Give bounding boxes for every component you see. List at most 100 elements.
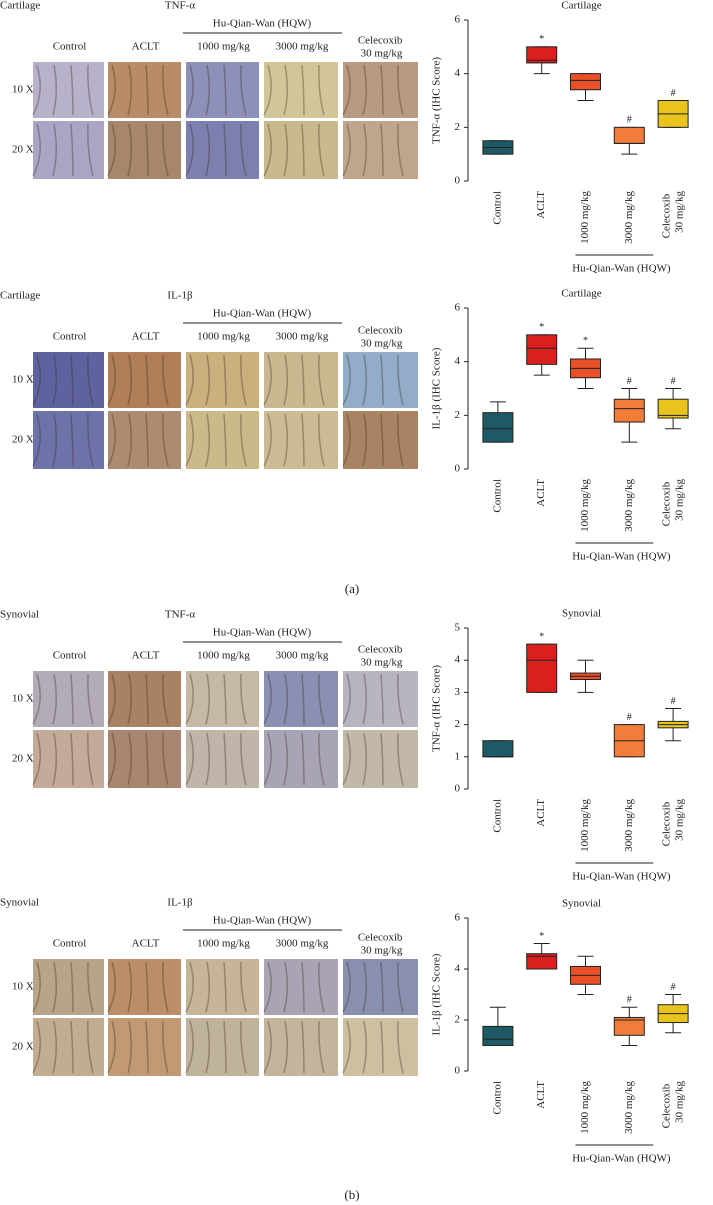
y-tick-label: 0 <box>455 463 461 475</box>
histology-image <box>343 959 418 1015</box>
tissue-texture <box>52 354 57 406</box>
tissue-texture <box>380 64 384 116</box>
row-label: 20 X <box>12 434 34 446</box>
tissue-texture <box>263 64 272 116</box>
histology-image <box>33 352 104 408</box>
tissue-texture <box>397 64 404 116</box>
tissue-texture <box>301 354 305 406</box>
y-tick-label: 4 <box>455 67 461 79</box>
chart-title: Synovial <box>562 608 601 620</box>
column-label: Celecoxib 30 mg/kg <box>358 324 405 349</box>
column-label: Control <box>53 331 87 343</box>
column-label: ACLT <box>132 331 160 343</box>
x-tick-label: 3000 mg/kg <box>623 191 635 244</box>
column-label: Celecoxib 30 mg/kg <box>358 34 405 59</box>
tissue-texture <box>223 354 227 406</box>
tissue-texture <box>87 64 94 116</box>
tissue-texture <box>318 673 325 725</box>
tissue-texture <box>223 961 227 1013</box>
tissue-texture <box>263 123 272 177</box>
column-label: 1000 mg/kg <box>197 938 250 950</box>
column-label: ACLT <box>132 41 160 53</box>
tissue-texture <box>87 1020 94 1074</box>
tissue-texture <box>205 413 210 467</box>
tissue-texture <box>380 673 384 725</box>
box <box>482 740 514 758</box>
y-tick-label: 0 <box>455 175 461 187</box>
x-tick-label: 3000 mg/kg <box>623 799 635 852</box>
x-tick-label: Control <box>491 479 503 513</box>
tissue-texture <box>263 673 272 725</box>
tissue-texture <box>223 413 227 467</box>
tissue-texture <box>362 413 367 467</box>
tissue-texture <box>127 354 132 406</box>
tissue-texture <box>283 1020 288 1074</box>
tissue-texture <box>107 123 116 177</box>
tissue-texture <box>127 413 132 467</box>
tissue-texture <box>283 123 288 177</box>
tissue-texture <box>162 123 169 177</box>
figure-label: (b) <box>344 1187 359 1202</box>
tissue-texture <box>70 1020 74 1074</box>
row-label: 10 X <box>12 981 34 993</box>
tissue-texture <box>127 732 132 786</box>
histology-image <box>343 671 418 727</box>
significance-marker: # <box>627 376 632 387</box>
box <box>613 126 645 144</box>
tissue-texture <box>223 64 227 116</box>
y-tick-label: 2 <box>455 121 461 133</box>
column-label: 3000 mg/kg <box>276 650 329 662</box>
histology-image <box>108 730 181 788</box>
y-tick-label: 2 <box>455 1014 461 1026</box>
chart-title: Cartilage <box>561 288 601 300</box>
tissue-texture <box>205 1020 210 1074</box>
tissue-texture <box>32 64 41 116</box>
tissue-texture <box>362 673 367 725</box>
column-label: Control <box>53 41 87 53</box>
tissue-texture <box>70 673 74 725</box>
tissue-texture <box>318 354 325 406</box>
histology-image <box>33 121 104 179</box>
tissue-texture <box>301 413 305 467</box>
tissue-texture <box>145 413 149 467</box>
row-label: 20 X <box>12 753 34 765</box>
histology-image <box>264 62 338 118</box>
tissue-texture <box>380 732 384 786</box>
histology-image <box>33 411 104 469</box>
tissue-texture <box>185 64 194 116</box>
row-label: 10 X <box>12 693 34 705</box>
tissue-texture <box>70 123 74 177</box>
tissue-texture <box>380 413 384 467</box>
significance-marker: # <box>671 696 676 707</box>
tissue-texture <box>380 123 384 177</box>
tissue-texture <box>185 354 194 406</box>
tissue-texture <box>223 732 227 786</box>
tissue-texture <box>127 64 132 116</box>
x-tick-label: 1000 mg/kg <box>579 1081 591 1134</box>
y-axis-label: TNF-α (IHC Score) <box>431 665 443 752</box>
tissue-texture <box>32 354 41 406</box>
x-tick-label: 1000 mg/kg <box>579 191 591 244</box>
histology-image <box>186 959 259 1015</box>
panel-section: Synovial <box>0 609 39 621</box>
panel-marker: IL-1β <box>167 290 193 302</box>
x-tick-label: Control <box>491 799 503 833</box>
tissue-texture <box>240 354 247 406</box>
tissue-texture <box>301 961 305 1013</box>
tissue-texture <box>52 961 57 1013</box>
histology-image <box>264 1018 338 1076</box>
histology-image <box>343 730 418 788</box>
tissue-texture <box>301 732 305 786</box>
tissue-texture <box>52 64 57 116</box>
x-tick-label: Control <box>491 191 503 225</box>
tissue-texture <box>32 961 41 1013</box>
tissue-texture <box>107 1020 116 1074</box>
x-tick-label: 1000 mg/kg <box>579 479 591 532</box>
significance-marker: * <box>583 336 588 347</box>
tissue-texture <box>70 64 74 116</box>
tissue-texture <box>162 64 169 116</box>
tissue-texture <box>240 961 247 1013</box>
tissue-texture <box>362 123 367 177</box>
histology-image <box>33 671 104 727</box>
tissue-texture <box>240 413 247 467</box>
